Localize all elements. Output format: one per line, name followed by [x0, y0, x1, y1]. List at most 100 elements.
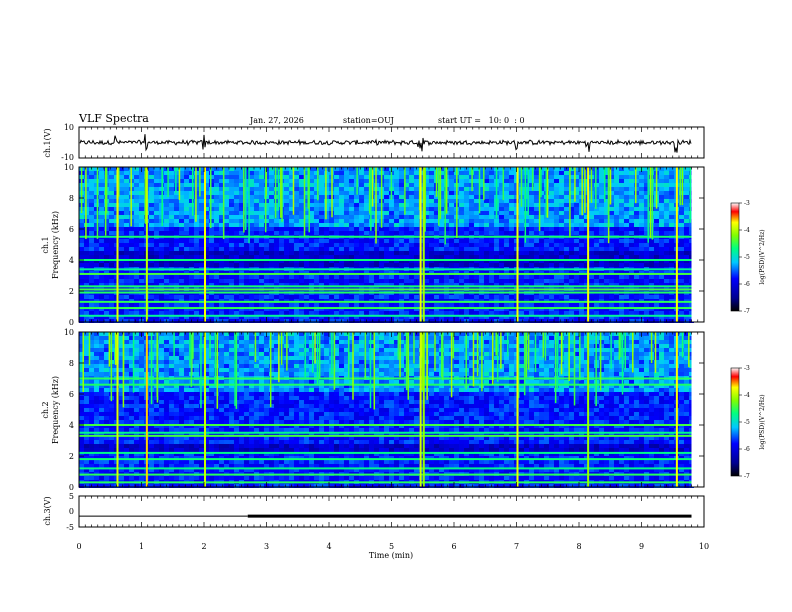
spectrogram-cell — [94, 215, 99, 219]
spectrogram-cell — [359, 247, 364, 251]
spectrogram-cell — [309, 263, 314, 267]
spectrogram-sferic — [647, 167, 649, 243]
spectrogram-cell — [564, 315, 569, 319]
spectrogram-cell — [279, 223, 284, 227]
spectrogram-cell — [124, 211, 129, 215]
spectrogram-cell — [339, 239, 344, 243]
spectrogram-cell — [579, 247, 584, 251]
spectrogram-cell — [684, 275, 689, 279]
spectrogram-cell — [109, 247, 114, 251]
spectrogram-cell — [304, 247, 309, 251]
spectrogram-cell — [359, 255, 364, 259]
spectrogram-cell — [584, 315, 589, 319]
spectrogram-cell — [599, 283, 604, 287]
spectrogram-cell — [639, 219, 644, 223]
spectrogram-cell — [639, 275, 644, 279]
spectrogram-cell — [504, 219, 509, 223]
spectrogram-cell — [679, 167, 684, 171]
spectrogram-cell — [379, 295, 384, 299]
spectrogram-cell — [274, 315, 279, 319]
spectrogram-cell — [354, 203, 359, 207]
spectrogram-cell — [444, 227, 449, 231]
spectrogram-cell — [254, 167, 259, 171]
spectrogram-cell — [554, 303, 559, 307]
spectrogram-cell — [654, 295, 659, 299]
spectrogram-cell — [494, 295, 499, 299]
spectrogram-cell — [439, 279, 444, 283]
spectrogram-cell — [149, 219, 154, 223]
spectrogram-cell — [479, 303, 484, 307]
spectrogram-cell — [339, 227, 344, 231]
spectrogram-cell — [634, 311, 639, 315]
spectrogram-cell — [329, 303, 334, 307]
spectrogram-cell — [669, 223, 674, 227]
spectrogram-cell — [644, 167, 649, 171]
spectrogram-cell — [559, 187, 564, 191]
spectrogram-cell — [194, 227, 199, 231]
spectrogram-cell — [174, 207, 179, 211]
spectrogram-cell — [249, 319, 254, 323]
spectrogram-cell — [79, 251, 84, 255]
spectrogram-cell — [369, 283, 374, 287]
spectrogram-cell — [169, 219, 174, 223]
spectrogram-cell — [339, 195, 344, 199]
spectrogram-cell — [269, 315, 274, 319]
spectrogram-cell — [304, 315, 309, 319]
spectrogram-cell — [679, 295, 684, 299]
spectrogram-cell — [174, 251, 179, 255]
spectrogram-cell — [279, 275, 284, 279]
spectrogram-cell — [599, 171, 604, 175]
spectrogram-cell — [364, 195, 369, 199]
spectrogram-cell — [429, 295, 434, 299]
spectrogram-cell — [94, 171, 99, 175]
spectrogram-cell — [269, 263, 274, 267]
spectrogram-cell — [544, 319, 549, 323]
spectrogram-cell — [474, 243, 479, 247]
spectrogram-cell — [649, 283, 654, 287]
spectrogram-cell — [109, 179, 114, 183]
spectrogram-cell — [659, 231, 664, 235]
spectrogram-cell — [284, 231, 289, 235]
spectrogram-cell — [334, 239, 339, 243]
spectrogram-cell — [109, 279, 114, 283]
spectrogram-cell — [134, 275, 139, 279]
spectrogram-cell — [274, 211, 279, 215]
spectrogram-cell — [174, 283, 179, 287]
spectrogram-cell — [244, 231, 249, 235]
spectrogram-cell — [649, 171, 654, 175]
spectrogram-cell — [124, 195, 129, 199]
spectrogram-cell — [469, 303, 474, 307]
spectrogram-cell — [539, 223, 544, 227]
spectrogram-cell — [124, 215, 129, 219]
spectrogram-cell — [684, 251, 689, 255]
spectrogram-cell — [479, 171, 484, 175]
spectrogram-cell — [99, 231, 104, 235]
spectrogram-cell — [304, 332, 309, 336]
spectrogram-cell — [89, 203, 94, 207]
spectrogram-cell — [249, 171, 254, 175]
spectrogram-cell — [664, 195, 669, 199]
spectrogram-cell — [274, 195, 279, 199]
spectrogram-cell — [669, 279, 674, 283]
spectrogram-cell — [184, 179, 189, 183]
spectrogram-sferic — [681, 167, 684, 206]
spectrogram-cell — [204, 171, 209, 175]
spectrogram-cell — [349, 283, 354, 287]
spectrogram-sferic — [191, 167, 194, 216]
spectrogram-cell — [134, 263, 139, 267]
spectrogram-cell — [509, 167, 514, 171]
spectrogram-cell — [219, 231, 224, 235]
spectrogram-cell — [464, 183, 469, 187]
spectrogram-cell — [539, 311, 544, 315]
spectrogram-cell — [174, 303, 179, 307]
spectrogram-cell — [649, 251, 654, 255]
spectrogram-cell — [434, 255, 439, 259]
spectrogram-cell — [619, 179, 624, 183]
spectrogram-cell — [359, 167, 364, 171]
spectrogram-cell — [459, 295, 464, 299]
spectrogram-cell — [94, 183, 99, 187]
spectrogram-cell — [109, 211, 114, 215]
spectrogram-cell — [364, 183, 369, 187]
spectrogram-cell — [174, 263, 179, 267]
spectrogram-cell — [464, 199, 469, 203]
